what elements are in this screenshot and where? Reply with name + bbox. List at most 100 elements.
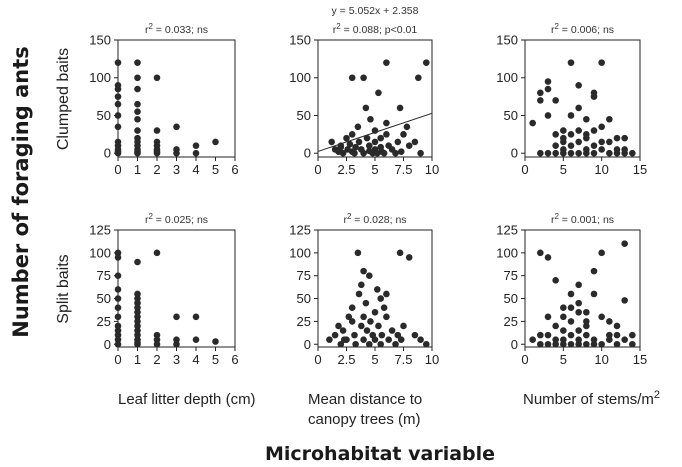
data-point bbox=[134, 322, 141, 330]
data-point bbox=[380, 149, 388, 157]
r-squared-superscript: 2 bbox=[336, 22, 341, 31]
x-tick-label: 4 bbox=[192, 352, 199, 367]
data-point bbox=[366, 340, 373, 348]
x-tick-label: 10 bbox=[425, 162, 439, 177]
data-point bbox=[529, 336, 536, 343]
data-point bbox=[396, 249, 404, 257]
data-point bbox=[392, 340, 399, 348]
x-tick-label: 15 bbox=[633, 162, 647, 177]
data-point bbox=[598, 313, 605, 321]
data-point bbox=[405, 142, 413, 149]
data-point bbox=[153, 340, 161, 348]
data-point bbox=[403, 123, 411, 131]
data-point bbox=[567, 290, 575, 298]
data-point bbox=[544, 112, 552, 119]
data-point bbox=[367, 115, 374, 123]
r-squared-value: = 0.028; ns bbox=[351, 214, 406, 226]
data-point bbox=[567, 131, 575, 138]
y-tick-label: 150 bbox=[89, 33, 111, 48]
data-point bbox=[411, 331, 419, 339]
data-point bbox=[134, 258, 141, 266]
data-point bbox=[367, 318, 374, 325]
r-squared-value: = 0.088; p<0.01 bbox=[341, 24, 418, 36]
y-tick-label: 25 bbox=[297, 314, 311, 329]
x-tick-label: 10 bbox=[594, 162, 608, 177]
y-tick-label: 125 bbox=[289, 223, 311, 238]
x-tick-label: 0 bbox=[314, 352, 321, 367]
data-point bbox=[375, 89, 382, 97]
y-tick-label: 75 bbox=[297, 268, 311, 283]
data-point bbox=[351, 149, 358, 157]
column-label-text: Number of stems/m bbox=[523, 391, 654, 408]
data-point bbox=[212, 338, 219, 345]
data-point bbox=[397, 148, 405, 156]
data-point bbox=[417, 149, 424, 157]
y-tick-label: 150 bbox=[289, 33, 311, 48]
x-tick-label: 6 bbox=[231, 352, 238, 367]
data-point bbox=[114, 254, 122, 261]
data-point bbox=[326, 336, 333, 343]
data-point bbox=[396, 104, 404, 112]
data-point bbox=[583, 340, 590, 348]
data-point bbox=[423, 59, 430, 66]
data-point bbox=[134, 295, 141, 302]
y-tick-label: 75 bbox=[504, 268, 518, 283]
x-tick-label: 6 bbox=[231, 162, 238, 177]
data-point bbox=[415, 74, 422, 82]
data-point bbox=[575, 127, 582, 134]
column-label-superscript: 2 bbox=[654, 389, 660, 401]
data-point bbox=[134, 100, 141, 108]
data-point bbox=[590, 336, 598, 343]
data-point bbox=[606, 318, 613, 325]
data-point bbox=[575, 81, 582, 89]
data-point bbox=[114, 331, 122, 339]
data-point bbox=[552, 149, 559, 157]
data-point bbox=[354, 123, 362, 131]
r-squared-superscript: 2 bbox=[554, 22, 559, 31]
data-point bbox=[383, 59, 390, 66]
data-point bbox=[114, 85, 122, 93]
data-point bbox=[352, 143, 359, 151]
data-point bbox=[621, 297, 628, 304]
r-squared-label: r2 = 0.025; ns bbox=[145, 212, 208, 226]
data-point bbox=[575, 149, 582, 157]
data-point bbox=[377, 134, 385, 142]
x-tick-label: 0 bbox=[114, 162, 121, 177]
data-point bbox=[590, 142, 598, 149]
data-point bbox=[583, 331, 590, 339]
data-point bbox=[385, 336, 392, 343]
data-point bbox=[567, 340, 575, 348]
data-point bbox=[366, 142, 373, 149]
y-tick-label: 125 bbox=[496, 223, 518, 238]
data-point bbox=[173, 313, 180, 321]
data-point bbox=[134, 308, 141, 316]
data-point bbox=[134, 115, 141, 123]
y-tick-label: 100 bbox=[89, 245, 111, 260]
x-axis-main-label: Microhabitat variable bbox=[265, 443, 495, 465]
data-point bbox=[337, 340, 345, 348]
data-point bbox=[383, 290, 390, 298]
data-point bbox=[339, 149, 347, 157]
r-squared-symbol: r bbox=[551, 214, 555, 226]
data-point bbox=[362, 104, 370, 112]
r-squared-label: r2 = 0.001; ns bbox=[551, 212, 614, 226]
data-point bbox=[153, 331, 161, 339]
data-point bbox=[335, 322, 342, 330]
data-point bbox=[575, 138, 582, 146]
data-point bbox=[114, 322, 122, 330]
y-tick-label: 0 bbox=[304, 337, 311, 352]
data-point bbox=[567, 142, 575, 149]
r-squared-superscript: 2 bbox=[347, 212, 352, 221]
data-point bbox=[346, 140, 354, 148]
data-point bbox=[212, 138, 219, 146]
data-point bbox=[552, 336, 559, 343]
data-point bbox=[114, 313, 122, 321]
y-tick-label: 125 bbox=[89, 223, 111, 238]
data-point bbox=[388, 327, 396, 334]
data-point bbox=[192, 313, 200, 321]
row-label: Split baits bbox=[55, 254, 72, 323]
data-point bbox=[621, 134, 628, 142]
